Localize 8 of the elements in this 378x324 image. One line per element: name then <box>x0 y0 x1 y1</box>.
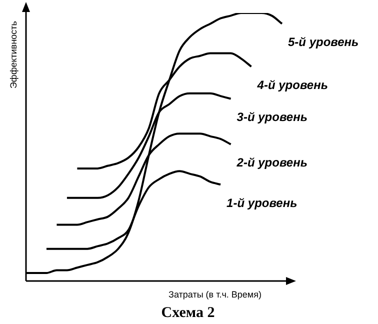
series-label: 1-й уровень <box>226 196 298 210</box>
y-axis-title: Эффективность <box>8 20 18 89</box>
x-axis-title: Затраты (в т.ч. Время) <box>168 289 262 300</box>
series-label: 4-й уровень <box>256 78 328 92</box>
text: Схема 2 <box>161 304 215 321</box>
series-label: 3-й уровень <box>236 110 308 124</box>
series-label: 5-й уровень <box>288 35 359 50</box>
series-label: 2-й уровень <box>236 156 308 170</box>
